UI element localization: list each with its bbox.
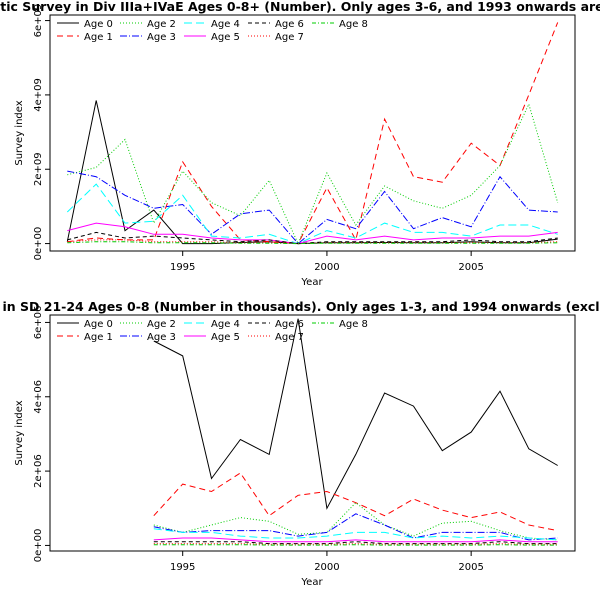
x-axis: 1995 2000 2005	[170, 551, 484, 573]
series-layer	[153, 318, 558, 546]
plot-frame	[49, 14, 576, 252]
x-tick-label: 2000	[314, 562, 339, 573]
legend-entry-age-7: Age 7	[248, 32, 304, 43]
legend-label: Age 2	[147, 319, 176, 330]
y-tick-label: 4e+06	[33, 380, 44, 414]
legend-entry-age-8: Age 8	[312, 319, 368, 330]
series-line-age-5	[153, 537, 558, 543]
legend-entry-age-4: Age 4	[184, 319, 240, 330]
legend-entry-age-6: Age 6	[248, 19, 304, 30]
series-line-age-2	[153, 502, 558, 541]
legend-entry-age-3: Age 3	[120, 32, 176, 43]
chart-title: Acoustic Survey in SD 21-24 Ages 0-8 (Nu…	[0, 299, 600, 314]
series-line-age-2	[67, 102, 559, 245]
legend-label: Age 7	[275, 332, 304, 343]
legend-entry-age-2: Age 2	[120, 19, 176, 30]
chart-title: Acoustic Survey in Div IIIa+IVaE Ages 0-…	[0, 0, 600, 14]
y-tick-label: 0e+00	[33, 227, 44, 261]
y-axis: 0e+00 2e+06 4e+06 6e+06	[33, 306, 50, 563]
legend-entry-age-7: Age 7	[248, 332, 304, 343]
series-line-age-5	[67, 222, 558, 245]
legend-label: Age 6	[275, 19, 304, 30]
legend-label: Age 2	[147, 19, 176, 30]
chart-panel-top: Acoustic Survey in Div IIIa+IVaE Ages 0-…	[0, 0, 600, 288]
legend-entry-age-6: Age 6	[248, 319, 304, 330]
y-axis: 0e+00 2e+09 4e+09 6e+09	[33, 4, 50, 261]
legend-label: Age 7	[275, 32, 304, 43]
y-tick-label: 2e+06	[33, 454, 44, 488]
legend-label: Age 4	[211, 319, 240, 330]
series-layer	[66, 22, 559, 245]
series-line-age-4	[66, 183, 558, 245]
legend-entry-age-5: Age 5	[184, 332, 240, 343]
series-line-age-8	[67, 241, 558, 245]
legend: Age 0 Age 1 Age 2 Age 3 Age 4 Age 5	[57, 319, 368, 343]
x-axis-label: Year	[300, 277, 323, 288]
y-tick-label: 0e+00	[33, 529, 44, 563]
y-tick-label: 6e+09	[33, 4, 44, 38]
legend-entry-age-0: Age 0	[57, 319, 113, 330]
series-line-age-0	[66, 100, 558, 245]
series-line-age-1	[153, 472, 558, 532]
legend-label: Age 3	[147, 32, 176, 43]
legend-label: Age 8	[339, 19, 368, 30]
x-tick-label: 2000	[314, 262, 339, 273]
x-tick-label: 2005	[458, 262, 483, 273]
x-axis: 1995 2000 2005	[170, 251, 484, 273]
series-line-age-7	[67, 239, 558, 245]
x-tick-label: 2005	[458, 562, 483, 573]
series-line-age-6	[153, 541, 558, 545]
legend-label: Age 1	[84, 332, 113, 343]
y-tick-label: 6e+06	[33, 306, 44, 340]
legend-label: Age 8	[339, 319, 368, 330]
series-line-age-6	[67, 231, 558, 245]
plot-frame	[49, 314, 576, 552]
chart-panel-bottom: Acoustic Survey in SD 21-24 Ages 0-8 (Nu…	[0, 299, 600, 588]
legend: Age 0 Age 1 Age 2 Age 3 Age 4 Age 5	[57, 19, 368, 43]
x-axis-label: Year	[300, 577, 323, 588]
legend-label: Age 6	[275, 319, 304, 330]
series-line-age-1	[67, 22, 559, 245]
y-tick-label: 4e+09	[33, 78, 44, 112]
legend-label: Age 0	[84, 19, 113, 30]
y-axis-label: Survey index	[14, 100, 25, 165]
legend-entry-age-1: Age 1	[57, 332, 113, 343]
legend-label: Age 5	[211, 32, 240, 43]
series-line-age-3	[153, 513, 558, 541]
legend-entry-age-3: Age 3	[120, 332, 176, 343]
legend-label: Age 3	[147, 332, 176, 343]
series-line-age-3	[67, 170, 558, 245]
legend-entry-age-5: Age 5	[184, 32, 240, 43]
y-tick-label: 2e+09	[33, 152, 44, 186]
series-line-age-7	[153, 543, 558, 545]
legend-entry-age-0: Age 0	[57, 19, 113, 30]
y-axis-label: Survey index	[14, 400, 25, 465]
legend-label: Age 1	[84, 32, 113, 43]
legend-entry-age-2: Age 2	[120, 319, 176, 330]
x-tick-label: 1995	[170, 562, 195, 573]
x-tick-label: 1995	[170, 262, 195, 273]
legend-label: Age 0	[84, 319, 113, 330]
series-line-age-4	[153, 528, 558, 541]
legend-entry-age-1: Age 1	[57, 32, 113, 43]
legend-entry-age-4: Age 4	[184, 19, 240, 30]
legend-label: Age 4	[211, 19, 240, 30]
legend-label: Age 5	[211, 332, 240, 343]
legend-entry-age-8: Age 8	[312, 19, 368, 30]
series-line-age-0	[153, 318, 558, 510]
